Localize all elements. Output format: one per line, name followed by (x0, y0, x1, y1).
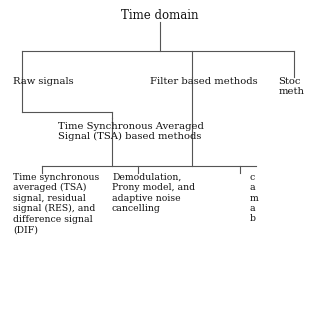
Text: Demodulation,
Prony model, and
adaptive noise
cancelling: Demodulation, Prony model, and adaptive … (112, 173, 195, 213)
Text: Filter based methods: Filter based methods (150, 77, 258, 86)
Text: Time Synchronous Averaged
Signal (TSA) based methods: Time Synchronous Averaged Signal (TSA) b… (58, 122, 204, 141)
Text: Time synchronous
averaged (TSA)
signal, residual
signal (RES), and
difference si: Time synchronous averaged (TSA) signal, … (13, 173, 99, 234)
Text: c
a
m
a
b: c a m a b (250, 173, 258, 223)
Text: Stoc
meth: Stoc meth (278, 77, 304, 96)
Text: Time domain: Time domain (121, 9, 199, 22)
Text: Raw signals: Raw signals (13, 77, 73, 86)
